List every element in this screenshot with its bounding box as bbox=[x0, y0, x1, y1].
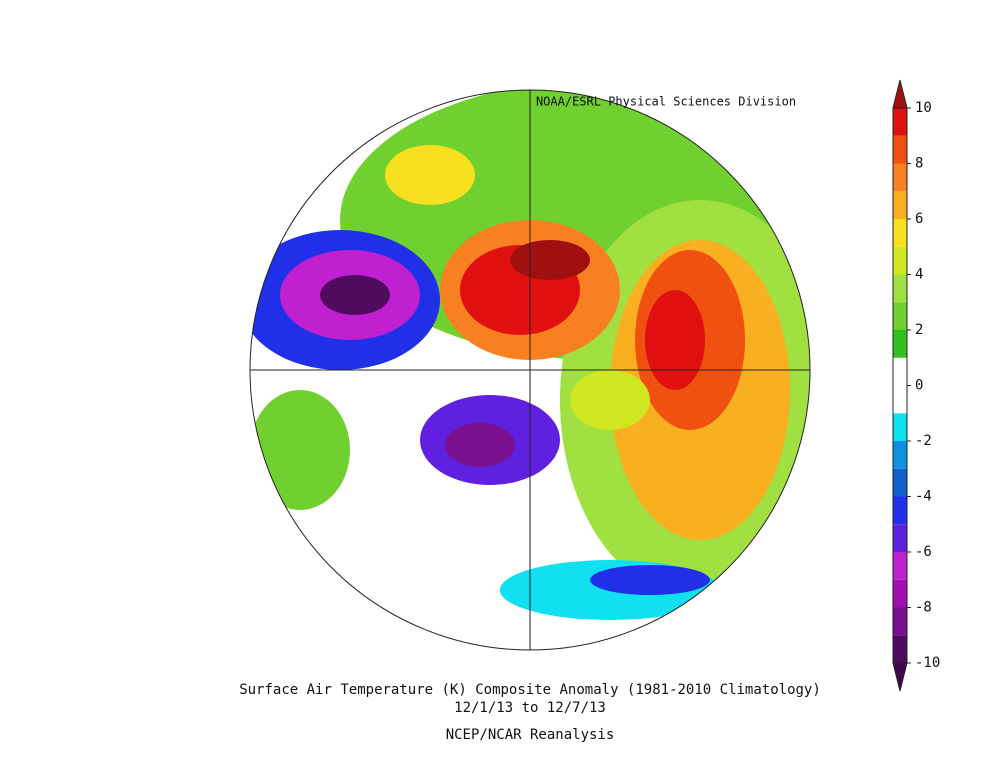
colorbar-tick-label: 6 bbox=[915, 211, 923, 227]
colorbar-tick-label: 10 bbox=[915, 100, 932, 116]
colorbar-band bbox=[893, 468, 907, 497]
colorbar-band bbox=[893, 607, 907, 636]
colorbar-band bbox=[893, 330, 907, 358]
colorbar-band bbox=[893, 274, 907, 303]
period: 12/1/13 to 12/7/13 bbox=[454, 700, 606, 716]
colorbar-band bbox=[893, 413, 907, 441]
colorbar-band bbox=[893, 108, 907, 136]
colorbar-tick-label: 0 bbox=[915, 378, 923, 394]
colorbar-band bbox=[893, 302, 907, 330]
colorbar-tick-label: -2 bbox=[915, 433, 932, 449]
colorbar-under bbox=[892, 662, 908, 692]
colorbar-band bbox=[893, 246, 907, 275]
header: NOAA/ESRL Physical Sciences Division bbox=[536, 95, 796, 109]
colorbar-band bbox=[893, 524, 907, 552]
colorbar-band bbox=[893, 385, 907, 414]
map-border bbox=[249, 89, 811, 651]
colorbar-band bbox=[893, 219, 907, 247]
colorbar-tick-label: 2 bbox=[915, 322, 923, 338]
colorbar-tick-label: 8 bbox=[915, 156, 923, 172]
colorbar-band bbox=[893, 635, 907, 663]
polar-map bbox=[250, 90, 810, 650]
colorbar-over bbox=[892, 79, 908, 109]
colorbar-tick-label: -4 bbox=[915, 489, 932, 505]
colorbar-band bbox=[893, 135, 907, 164]
colorbar-tick-label: -6 bbox=[915, 544, 932, 560]
colorbar-tick-label: 4 bbox=[915, 267, 923, 283]
colorbar-band bbox=[893, 579, 907, 608]
colorbar-band bbox=[893, 441, 907, 469]
colorbar-band bbox=[893, 552, 907, 580]
colorbar-band bbox=[893, 191, 907, 219]
colorbar-band bbox=[893, 163, 907, 192]
colorbar-band bbox=[893, 496, 907, 525]
colorbar-band bbox=[893, 357, 907, 386]
colorbar-tick-label: -10 bbox=[915, 655, 940, 671]
source: NCEP/NCAR Reanalysis bbox=[446, 727, 615, 743]
title: Surface Air Temperature (K) Composite An… bbox=[239, 682, 821, 698]
colorbar-tick-label: -8 bbox=[915, 600, 932, 616]
